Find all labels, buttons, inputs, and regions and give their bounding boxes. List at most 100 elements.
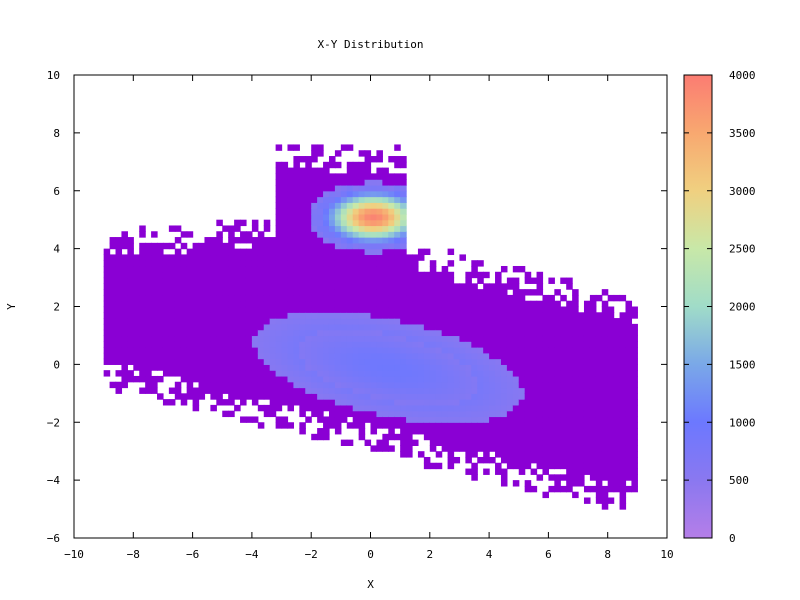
heatmap-cell xyxy=(589,404,597,412)
heatmap-cell xyxy=(364,208,372,215)
heatmap-cell xyxy=(518,312,526,319)
heatmap-cell xyxy=(500,422,508,429)
heatmap-cell xyxy=(536,422,544,429)
heatmap-cell xyxy=(151,318,158,325)
heatmap-cell xyxy=(388,219,395,227)
heatmap-cell xyxy=(334,370,342,377)
heatmap-cell xyxy=(435,358,443,365)
heatmap-cell xyxy=(305,335,312,342)
heatmap-cell xyxy=(613,375,621,383)
heatmap-cell xyxy=(548,277,555,284)
heatmap-cell xyxy=(103,318,111,325)
heatmap-cell xyxy=(483,451,490,458)
heatmap-cell xyxy=(477,347,484,354)
heatmap-cell xyxy=(423,289,431,296)
heatmap-cell xyxy=(257,404,265,412)
heatmap-cell xyxy=(257,352,265,360)
heatmap-cell xyxy=(287,370,295,377)
heatmap-cell xyxy=(447,451,455,458)
heatmap-cell xyxy=(180,312,188,319)
heatmap-cell xyxy=(589,294,597,302)
heatmap-cell xyxy=(305,381,312,389)
heatmap-cell xyxy=(471,422,478,429)
heatmap-cell xyxy=(572,410,579,418)
heatmap-cell xyxy=(352,213,360,221)
heatmap-cell xyxy=(370,283,378,290)
heatmap-cell xyxy=(305,225,312,232)
heatmap-cell xyxy=(441,347,449,354)
heatmap-cell xyxy=(435,318,443,325)
heatmap-cell xyxy=(234,358,241,365)
heatmap-cell xyxy=(382,404,389,412)
x-tick-label: 4 xyxy=(486,548,493,561)
heatmap-cell xyxy=(619,364,627,371)
heatmap-cell xyxy=(477,399,484,406)
heatmap-cell xyxy=(121,370,128,377)
heatmap-cell xyxy=(293,179,300,186)
heatmap-cell xyxy=(340,347,348,354)
heatmap-cell xyxy=(388,190,395,198)
heatmap-cell xyxy=(275,352,283,360)
heatmap-cell xyxy=(530,323,538,331)
heatmap-cell xyxy=(619,468,627,475)
heatmap-cell xyxy=(210,347,217,354)
heatmap-cell xyxy=(583,485,591,493)
heatmap-cell xyxy=(453,300,461,308)
heatmap-cell xyxy=(210,323,217,331)
heatmap-cell xyxy=(489,375,496,383)
heatmap-cell xyxy=(601,300,609,308)
heatmap-cell xyxy=(400,242,407,250)
heatmap-cell xyxy=(536,323,544,331)
heatmap-cell xyxy=(376,341,383,348)
heatmap-cell xyxy=(506,393,514,400)
heatmap-cell xyxy=(162,260,170,267)
heatmap-cell xyxy=(346,225,354,232)
heatmap-cell xyxy=(287,404,295,412)
heatmap-cell xyxy=(346,161,354,169)
heatmap-cell xyxy=(566,410,573,418)
heatmap-cell xyxy=(311,237,318,244)
heatmap-cell xyxy=(364,381,372,389)
heatmap-cell xyxy=(234,404,241,412)
heatmap-cell xyxy=(382,196,389,203)
heatmap-cell xyxy=(631,335,638,342)
heatmap-cell xyxy=(631,416,638,423)
heatmap-cell xyxy=(352,289,360,296)
heatmap-cell xyxy=(572,329,579,337)
heatmap-cell xyxy=(441,323,449,331)
heatmap-cell xyxy=(394,404,401,412)
heatmap-cell xyxy=(210,375,217,383)
heatmap-cell xyxy=(619,352,627,360)
heatmap-cell xyxy=(151,248,158,256)
heatmap-cell xyxy=(631,393,638,400)
heatmap-cell xyxy=(299,404,306,412)
heatmap-cell xyxy=(234,312,241,319)
heatmap-cell xyxy=(346,190,354,198)
heatmap-cell xyxy=(145,318,152,325)
heatmap-cell xyxy=(186,381,194,389)
heatmap-cell xyxy=(441,312,449,319)
heatmap-cell xyxy=(234,323,241,331)
heatmap-cell xyxy=(139,312,146,319)
heatmap-cell xyxy=(275,387,283,394)
heatmap-cell xyxy=(305,329,312,337)
heatmap-cell xyxy=(483,381,490,389)
heatmap-cell xyxy=(518,422,526,429)
heatmap-cell xyxy=(536,445,544,452)
heatmap-cell xyxy=(358,312,366,319)
heatmap-cell xyxy=(583,497,591,504)
heatmap-cell xyxy=(542,375,549,383)
heatmap-cell xyxy=(228,283,235,290)
heatmap-cell xyxy=(204,375,211,383)
heatmap-cell xyxy=(447,364,455,371)
heatmap-cell xyxy=(441,289,449,296)
heatmap-cell xyxy=(376,208,383,215)
heatmap-cell xyxy=(400,294,407,302)
heatmap-cell xyxy=(299,190,306,198)
heatmap-cell xyxy=(542,323,549,331)
heatmap-cell xyxy=(388,399,395,406)
heatmap-cell xyxy=(251,364,259,371)
heatmap-cell xyxy=(459,422,466,429)
heatmap-cell xyxy=(358,248,366,256)
heatmap-cell xyxy=(465,312,472,319)
